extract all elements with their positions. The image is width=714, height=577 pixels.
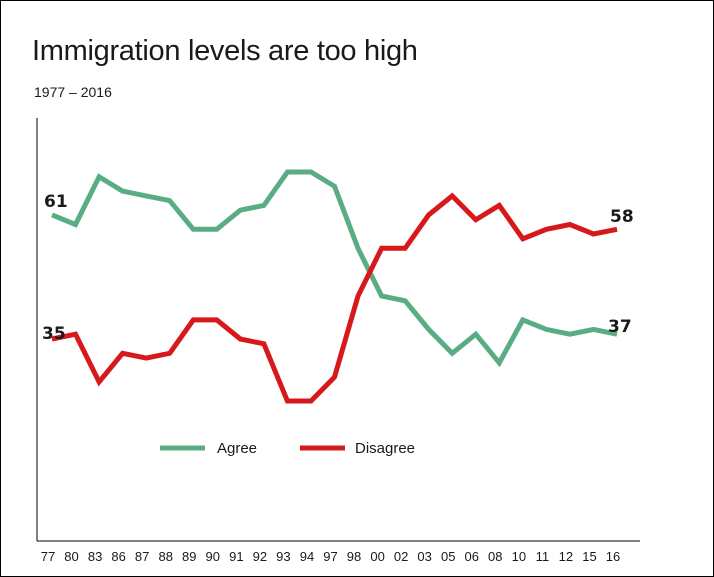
x-tick-label: 02 — [394, 549, 408, 564]
chart-subtitle: 1977 – 2016 — [34, 84, 112, 100]
x-tick-label: 06 — [465, 549, 479, 564]
x-tick-label: 16 — [606, 549, 620, 564]
x-tick-label: 93 — [276, 549, 290, 564]
x-tick-label: 10 — [512, 549, 526, 564]
x-tick-label: 97 — [323, 549, 337, 564]
x-tick-label: 77 — [41, 549, 55, 564]
x-tick-label: 05 — [441, 549, 455, 564]
x-tick-labels: 77 80 83 86 87 88 89 90 91 92 93 94 97 98 00 02 03 05 06 08… — [41, 549, 620, 564]
data-points — [51, 171, 618, 402]
x-tick-label: 12 — [559, 549, 573, 564]
disagree-start-label: 35 — [42, 324, 66, 344]
legend-agree-label: Agree — [217, 440, 257, 457]
x-tick-label: 98 — [347, 549, 361, 564]
x-tick-label: 87 — [135, 549, 149, 564]
x-tick-label: 88 — [158, 549, 172, 564]
x-tick-label: 80 — [64, 549, 78, 564]
x-tick-label: 89 — [182, 549, 196, 564]
disagree-end-label: 58 — [610, 207, 634, 227]
x-tick-label: 92 — [253, 549, 267, 564]
x-tick-label: 90 — [206, 549, 220, 564]
series-lines — [51, 169, 618, 404]
x-tick-label: 00 — [370, 549, 384, 564]
legend-disagree-label: Disagree — [355, 440, 415, 457]
agree-start-label: 61 — [44, 192, 68, 212]
x-tick-label: 86 — [111, 549, 125, 564]
x-tick-label: 91 — [229, 549, 243, 564]
x-tick-label: 83 — [88, 549, 102, 564]
x-tick-label: 94 — [300, 549, 314, 564]
legend: Agree Disagree — [160, 440, 415, 457]
series-line-agree — [51, 169, 618, 368]
agree-end-label: 37 — [608, 317, 632, 337]
x-tick-label: 11 — [536, 549, 550, 564]
x-tick-label: 15 — [582, 549, 596, 564]
chart-title: Immigration levels are too high — [32, 35, 418, 67]
x-tick-label: 03 — [417, 549, 431, 564]
series-line-disagree — [51, 192, 618, 404]
x-tick-label: 08 — [488, 549, 502, 564]
